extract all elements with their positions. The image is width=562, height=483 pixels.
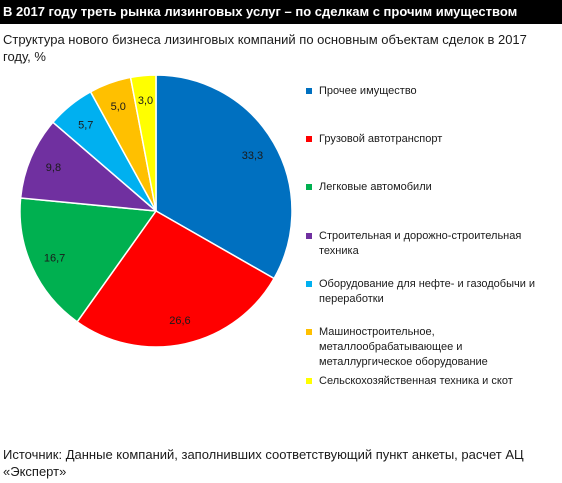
- data-label-2: 26,6: [169, 315, 190, 327]
- legend-label: Сельскохозяйственная техника и скот: [319, 375, 513, 387]
- data-label-6: 5,0: [111, 101, 126, 113]
- legend-swatch: [306, 184, 312, 190]
- legend-item-6: Машиностроительное, металлообрабатывающе…: [306, 325, 558, 370]
- data-label-7: 3,0: [138, 95, 153, 107]
- legend-item-3: Легковые автомобили: [306, 180, 558, 195]
- pie-slice-3: [19, 197, 158, 323]
- legend-label: Оборудование для нефте- и газодобычи и п…: [319, 278, 536, 305]
- legend-item-7: Сельскохозяйственная техника и скот: [306, 374, 558, 389]
- page-title: В 2017 году треть рынка лизинговых услуг…: [0, 0, 562, 24]
- legend-item-1: Прочее имущество: [306, 84, 558, 99]
- data-label-4: 9,8: [46, 162, 61, 174]
- pie-slice-1: [155, 74, 293, 280]
- legend-item-2: Грузовой автотранспорт: [306, 132, 558, 147]
- legend-item-4: Строительная и дорожно-строительная техн…: [306, 229, 558, 259]
- data-label-1: 33,3: [242, 150, 263, 162]
- legend-label: Прочее имущество: [319, 85, 417, 97]
- data-label-5: 5,7: [78, 119, 93, 131]
- pie-slice-2: [76, 210, 276, 348]
- legend-swatch: [306, 136, 312, 142]
- legend-swatch: [306, 233, 312, 239]
- legend-swatch: [306, 88, 312, 94]
- legend-label: Строительная и дорожно-строительная техн…: [319, 230, 522, 257]
- legend-label: Грузовой автотранспорт: [319, 133, 443, 145]
- legend-swatch: [306, 281, 312, 287]
- legend-swatch: [306, 378, 312, 384]
- legend-swatch: [306, 329, 312, 335]
- legend-label: Машиностроительное, металлообрабатывающе…: [319, 326, 488, 368]
- chart-title: Структура нового бизнеса лизинговых комп…: [3, 32, 527, 64]
- legend-label: Легковые автомобили: [319, 181, 432, 193]
- source-note: Источник: Данные компаний, заполнивших с…: [3, 447, 524, 479]
- data-label-3: 16,7: [44, 252, 65, 264]
- pie-slice-7: [129, 74, 157, 212]
- pie-slice-4: [19, 121, 159, 212]
- legend-item-5: Оборудование для нефте- и газодобычи и п…: [306, 277, 558, 307]
